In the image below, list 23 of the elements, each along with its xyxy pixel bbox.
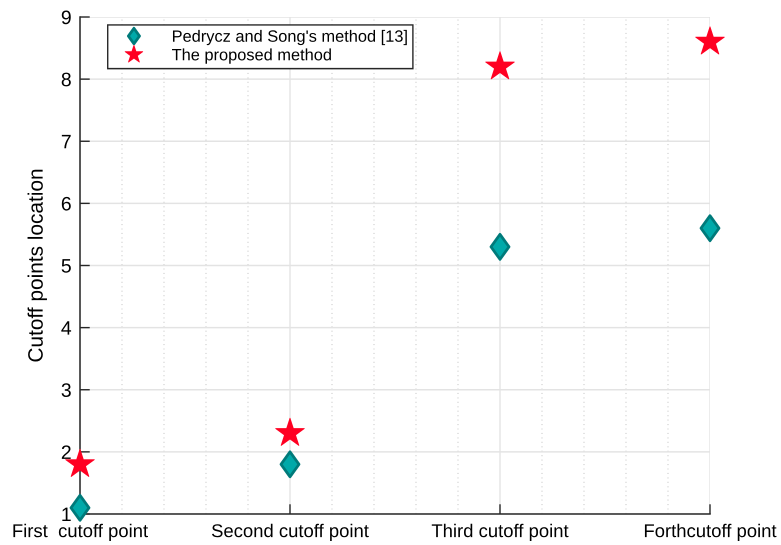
point bbox=[70, 494, 90, 522]
y-tick-label: 2 bbox=[62, 445, 71, 459]
y-tick-label: 5 bbox=[62, 259, 71, 273]
legend-label: Pedrycz and Song's method [13] bbox=[172, 30, 407, 46]
x-tick-label: Second cutoff point bbox=[212, 524, 369, 541]
point bbox=[275, 418, 305, 446]
x-tick-label: Forthcutoff point bbox=[644, 524, 776, 541]
x-tick-label: First cutoff point bbox=[13, 524, 148, 541]
point bbox=[485, 51, 515, 80]
legend-label: The proposed method bbox=[172, 48, 331, 64]
y-tick-label: 6 bbox=[62, 196, 71, 211]
y-tick-label: 8 bbox=[62, 72, 71, 86]
point bbox=[490, 232, 510, 261]
point bbox=[700, 214, 720, 242]
x-tick-label: Third cutoff point bbox=[432, 524, 568, 541]
y-tick-label: 4 bbox=[61, 321, 72, 335]
y-tick-label: 9 bbox=[62, 10, 71, 24]
point bbox=[695, 26, 725, 55]
y-tick-label: 1 bbox=[62, 508, 71, 522]
y-tick-label: 3 bbox=[62, 383, 71, 397]
point bbox=[280, 450, 300, 478]
y-tick-label: 7 bbox=[62, 134, 71, 148]
y-axis-title: Cutoff points location bbox=[28, 170, 47, 362]
